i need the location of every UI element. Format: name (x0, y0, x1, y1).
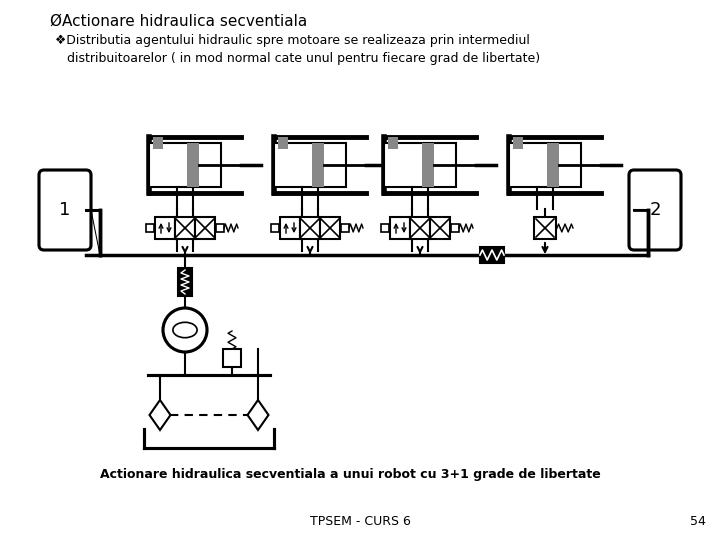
Bar (381, 224, 389, 232)
Bar (280, 217, 300, 239)
Text: 2: 2 (649, 201, 661, 219)
Bar (422, 143, 434, 187)
Circle shape (163, 308, 207, 352)
Bar (547, 143, 559, 187)
Bar (300, 217, 320, 239)
Bar (271, 224, 279, 232)
Bar (146, 224, 154, 232)
Bar (384, 143, 456, 187)
Bar (390, 217, 410, 239)
Bar (430, 217, 450, 239)
Text: TPSEM - CURS 6: TPSEM - CURS 6 (310, 515, 410, 528)
Bar (513, 137, 523, 149)
Bar (451, 224, 459, 232)
Bar (153, 137, 163, 149)
Ellipse shape (173, 322, 197, 338)
Text: ❖Distributia agentului hidraulic spre motoare se realizeaza prin intermediul
   : ❖Distributia agentului hidraulic spre mo… (55, 34, 540, 65)
FancyBboxPatch shape (629, 170, 681, 250)
Bar (341, 224, 349, 232)
Bar (195, 217, 215, 239)
FancyBboxPatch shape (39, 170, 91, 250)
Text: 54: 54 (690, 515, 706, 528)
Bar (509, 143, 581, 187)
Bar (534, 217, 556, 239)
Bar (388, 137, 398, 149)
Bar (410, 217, 430, 239)
Polygon shape (248, 400, 269, 430)
Bar (187, 143, 199, 187)
Bar (155, 217, 175, 239)
Bar (149, 143, 221, 187)
Bar (278, 137, 288, 149)
Bar (175, 217, 195, 239)
Bar (216, 224, 224, 232)
Polygon shape (150, 400, 171, 430)
Text: ØActionare hidraulica secventiala: ØActionare hidraulica secventiala (50, 14, 307, 29)
Bar (480, 247, 504, 263)
Text: Actionare hidraulica secventiala a unui robot cu 3+1 grade de libertate: Actionare hidraulica secventiala a unui … (99, 468, 600, 481)
Bar (274, 143, 346, 187)
Text: 1: 1 (59, 201, 71, 219)
Bar (320, 217, 340, 239)
Bar (223, 349, 241, 367)
Bar (178, 268, 192, 296)
Bar (312, 143, 324, 187)
